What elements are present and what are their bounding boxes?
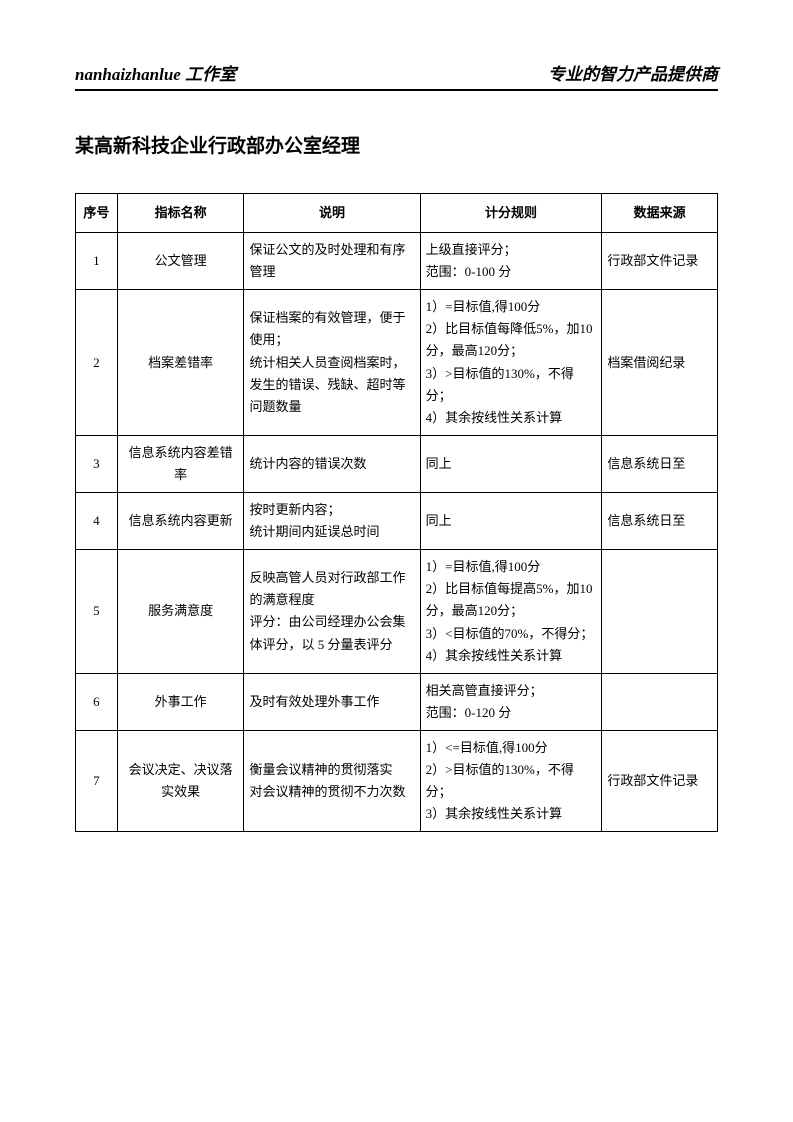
cell-name: 信息系统内容更新 — [117, 493, 244, 550]
cell-num: 5 — [76, 550, 118, 673]
table-row: 2档案差错率保证档案的有效管理，便于使用； 统计相关人员查阅档案时，发生的错误、… — [76, 290, 718, 436]
table-row: 3信息系统内容差错率统计内容的错误次数同上信息系统日至 — [76, 435, 718, 492]
cell-name: 外事工作 — [117, 673, 244, 730]
cell-rule: 同上 — [420, 493, 602, 550]
cell-name: 档案差错率 — [117, 290, 244, 436]
col-header-num: 序号 — [76, 194, 118, 233]
cell-rule: 相关高管直接评分； 范围：0-120 分 — [420, 673, 602, 730]
cell-rule: 1）=目标值,得100分 2）比目标值每降低5%，加10分，最高120分； 3）… — [420, 290, 602, 436]
table-row: 6外事工作及时有效处理外事工作相关高管直接评分； 范围：0-120 分 — [76, 673, 718, 730]
cell-num: 3 — [76, 435, 118, 492]
cell-desc: 保证档案的有效管理，便于使用； 统计相关人员查阅档案时，发生的错误、残缺、超时等… — [244, 290, 420, 436]
header-left-text: nanhaizhanlue 工作室 — [75, 60, 236, 85]
cell-source: 信息系统日至 — [602, 435, 718, 492]
cell-desc: 反映高管人员对行政部工作的满意程度 评分：由公司经理办公会集体评分，以 5 分量… — [244, 550, 420, 673]
cell-rule: 1）=目标值,得100分 2）比目标值每提高5%，加10分，最高120分； 3）… — [420, 550, 602, 673]
cell-num: 7 — [76, 730, 118, 831]
col-header-name: 指标名称 — [117, 194, 244, 233]
table-row: 4信息系统内容更新按时更新内容； 统计期间内延误总时间同上信息系统日至 — [76, 493, 718, 550]
cell-source: 档案借阅纪录 — [602, 290, 718, 436]
cell-rule: 上级直接评分； 范围：0-100 分 — [420, 233, 602, 290]
cell-name: 服务满意度 — [117, 550, 244, 673]
table-row: 5服务满意度反映高管人员对行政部工作的满意程度 评分：由公司经理办公会集体评分，… — [76, 550, 718, 673]
cell-name: 会议决定、决议落实效果 — [117, 730, 244, 831]
cell-desc: 按时更新内容； 统计期间内延误总时间 — [244, 493, 420, 550]
table-row: 7会议决定、决议落实效果衡量会议精神的贯彻落实 对会议精神的贯彻不力次数1）<=… — [76, 730, 718, 831]
cell-source — [602, 673, 718, 730]
cell-num: 1 — [76, 233, 118, 290]
cell-rule: 同上 — [420, 435, 602, 492]
cell-source: 行政部文件记录 — [602, 730, 718, 831]
cell-num: 6 — [76, 673, 118, 730]
cell-rule: 1）<=目标值,得100分 2）>目标值的130%，不得分； 3）其余按线性关系… — [420, 730, 602, 831]
cell-source — [602, 550, 718, 673]
cell-num: 4 — [76, 493, 118, 550]
cell-name: 信息系统内容差错率 — [117, 435, 244, 492]
col-header-rule: 计分规则 — [420, 194, 602, 233]
table-header-row: 序号 指标名称 说明 计分规则 数据来源 — [76, 194, 718, 233]
cell-desc: 及时有效处理外事工作 — [244, 673, 420, 730]
col-header-desc: 说明 — [244, 194, 420, 233]
cell-desc: 保证公文的及时处理和有序管理 — [244, 233, 420, 290]
header-right-text: 专业的智力产品提供商 — [548, 60, 718, 85]
page-title: 某高新科技企业行政部办公室经理 — [75, 131, 718, 158]
cell-source: 信息系统日至 — [602, 493, 718, 550]
page-header: nanhaizhanlue 工作室 专业的智力产品提供商 — [75, 60, 718, 91]
cell-num: 2 — [76, 290, 118, 436]
table-row: 1公文管理保证公文的及时处理和有序管理上级直接评分； 范围：0-100 分行政部… — [76, 233, 718, 290]
cell-desc: 统计内容的错误次数 — [244, 435, 420, 492]
cell-source: 行政部文件记录 — [602, 233, 718, 290]
col-header-source: 数据来源 — [602, 194, 718, 233]
cell-desc: 衡量会议精神的贯彻落实 对会议精神的贯彻不力次数 — [244, 730, 420, 831]
indicator-table: 序号 指标名称 说明 计分规则 数据来源 1公文管理保证公文的及时处理和有序管理… — [75, 193, 718, 832]
cell-name: 公文管理 — [117, 233, 244, 290]
